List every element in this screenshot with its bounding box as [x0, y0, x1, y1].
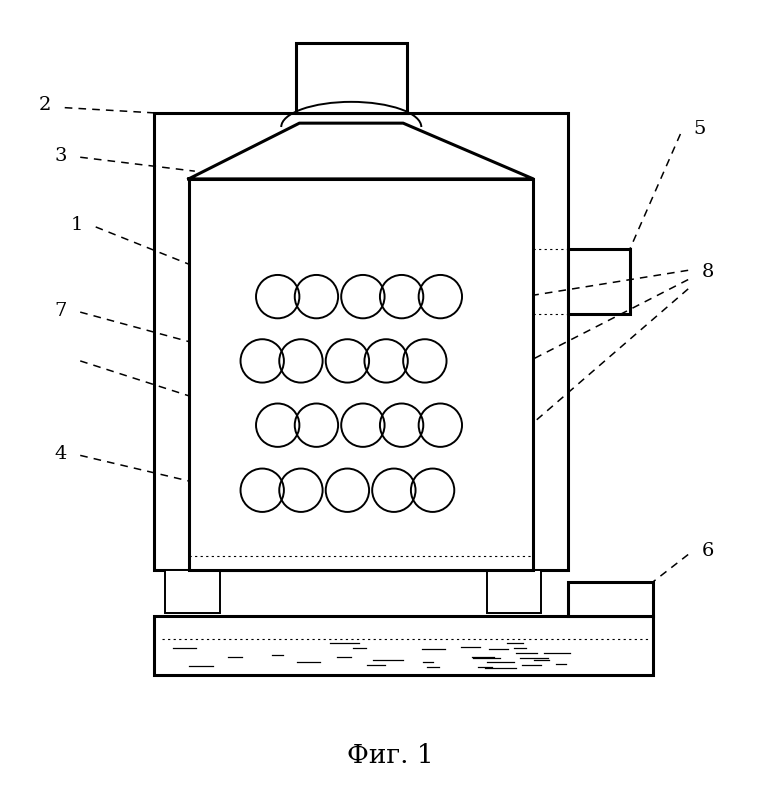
Bar — [154, 113, 568, 570]
Bar — [568, 582, 654, 617]
Polygon shape — [189, 123, 534, 179]
Text: 6: 6 — [701, 541, 714, 559]
Bar — [487, 570, 541, 613]
Bar — [189, 179, 534, 570]
Bar — [568, 249, 630, 315]
Text: 8: 8 — [701, 263, 714, 281]
Bar — [296, 44, 407, 113]
Text: 3: 3 — [55, 147, 67, 165]
Text: 7: 7 — [55, 302, 67, 320]
Bar — [154, 617, 654, 675]
Text: 2: 2 — [39, 96, 51, 115]
Text: 5: 5 — [693, 119, 706, 137]
Text: Фиг. 1: Фиг. 1 — [346, 743, 434, 768]
Text: 1: 1 — [70, 216, 83, 234]
Text: 4: 4 — [55, 445, 67, 463]
Bar — [165, 570, 220, 613]
